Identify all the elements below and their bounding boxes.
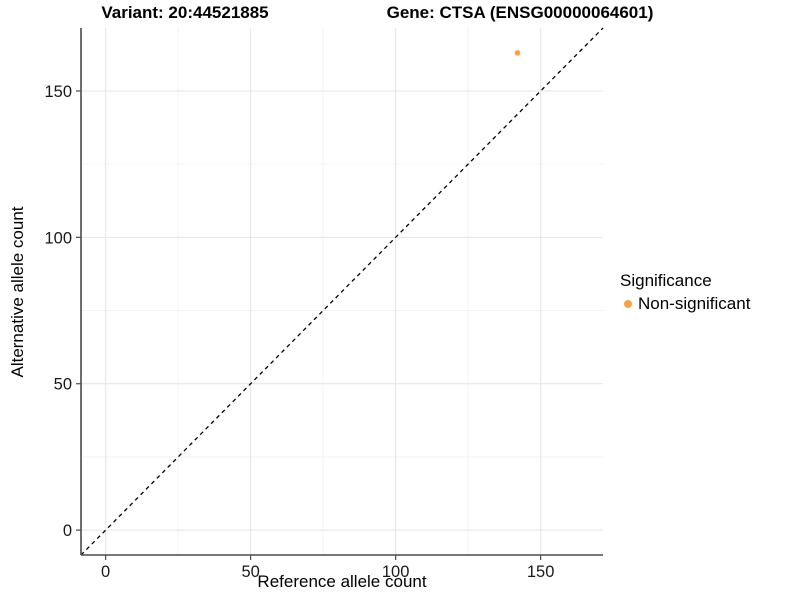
legend-item-non-significant: Non-significant	[620, 294, 750, 314]
x-tick-label: 0	[101, 563, 110, 581]
plot-title-gene: Gene: CTSA (ENSG00000064601)	[386, 3, 654, 22]
y-axis-label: Alternative allele count	[8, 206, 27, 378]
y-tick-label: 150	[44, 83, 72, 101]
legend-point-icon	[624, 300, 632, 308]
x-tick-label: 100	[382, 563, 410, 581]
x-tick-label: 150	[527, 563, 555, 581]
y-tick-label: 100	[44, 229, 72, 247]
legend: Significance Non-significant	[620, 271, 750, 314]
plot-title-variant: Variant: 20:44521885	[101, 3, 269, 22]
legend-item-label: Non-significant	[638, 294, 751, 313]
y-tick-label: 50	[54, 376, 72, 394]
identity-line	[80, 27, 604, 556]
x-axis-label: Reference allele count	[257, 572, 427, 591]
y-tick-label: 0	[63, 522, 72, 540]
data-point	[514, 50, 521, 56]
x-tick-label: 50	[241, 563, 259, 581]
legend-title: Significance	[620, 271, 712, 290]
